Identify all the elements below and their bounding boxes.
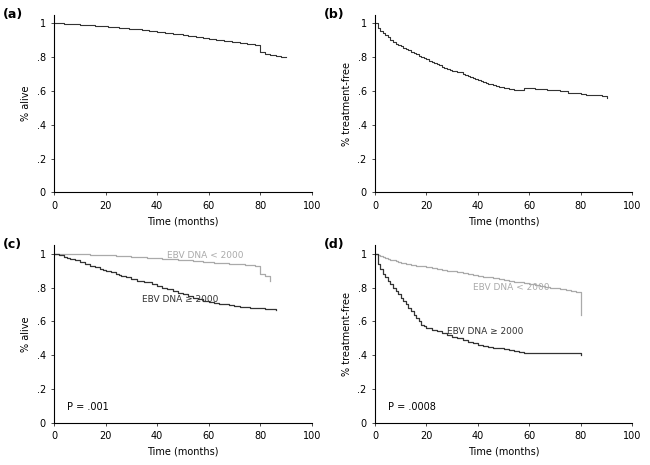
Text: EBV DNA ≥ 2000: EBV DNA ≥ 2000 (142, 295, 218, 304)
Text: EBV DNA < 2000: EBV DNA < 2000 (168, 251, 244, 259)
Text: P = .001: P = .001 (67, 402, 109, 412)
Y-axis label: % alive: % alive (21, 316, 31, 352)
Text: EBV DNA ≥ 2000: EBV DNA ≥ 2000 (447, 327, 523, 336)
Y-axis label: % treatment-free: % treatment-free (342, 292, 352, 376)
X-axis label: Time (months): Time (months) (147, 447, 218, 457)
Text: (a): (a) (3, 8, 23, 21)
X-axis label: Time (months): Time (months) (147, 216, 218, 226)
Text: EBV DNA < 2000: EBV DNA < 2000 (473, 283, 549, 292)
Text: (b): (b) (324, 8, 344, 21)
Text: (d): (d) (324, 238, 344, 251)
Text: (c): (c) (3, 238, 21, 251)
X-axis label: Time (months): Time (months) (468, 447, 540, 457)
X-axis label: Time (months): Time (months) (468, 216, 540, 226)
Text: P = .0008: P = .0008 (388, 402, 436, 412)
Y-axis label: % alive: % alive (21, 86, 31, 121)
Y-axis label: % treatment-free: % treatment-free (342, 61, 352, 146)
